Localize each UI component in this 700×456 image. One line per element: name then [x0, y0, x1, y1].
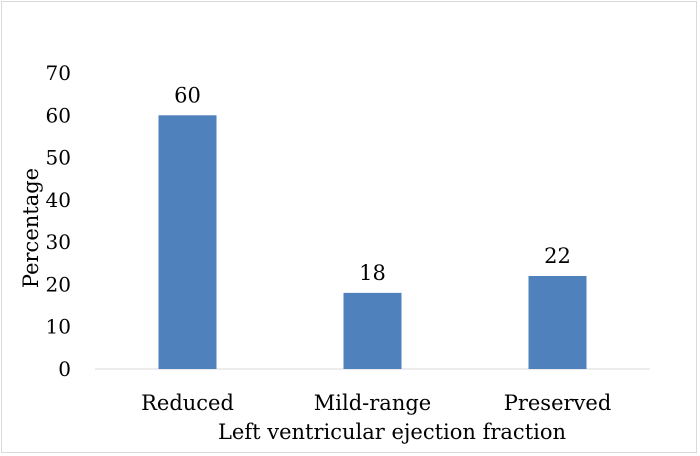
bar: [528, 275, 587, 369]
y-tick-label: 40: [46, 188, 71, 212]
category-label: Preserved: [504, 391, 612, 415]
y-tick-label: 60: [46, 103, 71, 127]
y-tick-labels: 0 10 20 30 40 50 60 70: [46, 61, 71, 381]
data-label: 60: [174, 83, 201, 107]
data-label: 18: [359, 261, 386, 285]
y-tick-label: 70: [46, 61, 71, 85]
y-tick-label: 0: [58, 357, 71, 381]
bar: [158, 115, 217, 370]
y-tick-label: 30: [46, 230, 71, 254]
category-labels: Reduced Mild-range Preserved: [141, 391, 611, 415]
category-label: Mild-range: [314, 391, 431, 415]
data-label: 22: [544, 244, 571, 268]
x-axis-title: Left ventricular ejection fraction: [218, 420, 566, 444]
y-tick-label: 50: [46, 146, 71, 170]
data-labels: 60 18 22: [174, 83, 571, 285]
y-tick-label: 20: [46, 272, 71, 296]
category-label: Reduced: [141, 391, 234, 415]
y-tick-label: 10: [46, 315, 71, 339]
bars: [158, 115, 587, 370]
bar: [343, 292, 402, 369]
y-axis-title: Percentage: [19, 168, 43, 288]
